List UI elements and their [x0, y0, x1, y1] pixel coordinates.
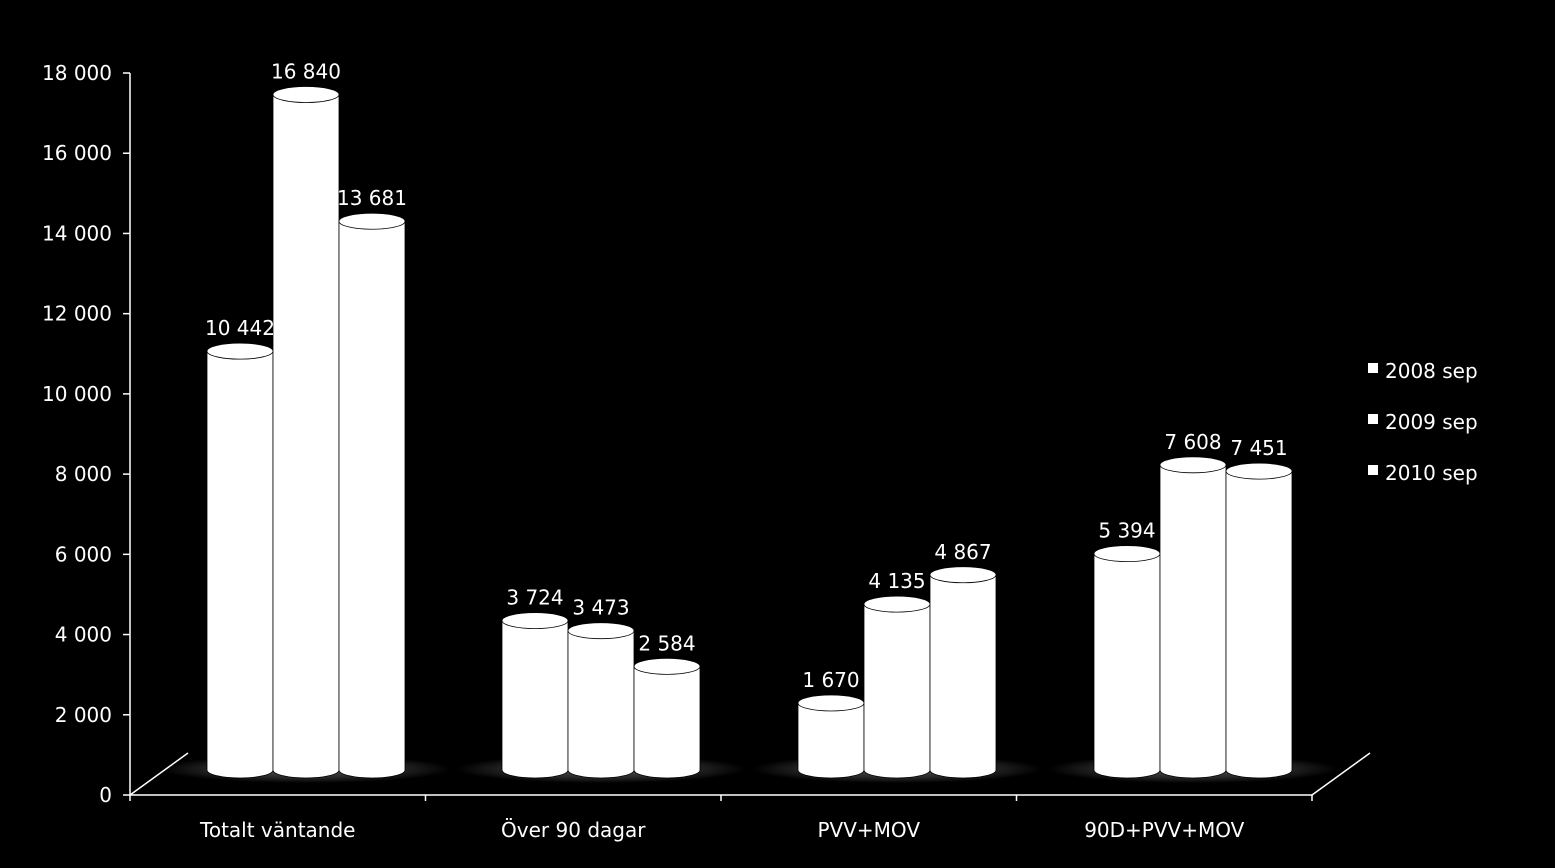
y-tick-label: 12 000 — [42, 302, 112, 326]
x-tick-label: 90D+PVV+MOV — [1084, 818, 1244, 842]
data-label: 10 442 — [205, 316, 275, 340]
bar-top — [501, 612, 569, 630]
bar-top — [206, 342, 274, 360]
data-label: 4 867 — [934, 540, 991, 564]
bar — [501, 612, 569, 779]
bar — [929, 566, 997, 779]
chart-bars — [206, 86, 1293, 779]
bar — [338, 212, 406, 779]
bar-top — [929, 566, 997, 584]
y-tick-label: 6 000 — [55, 542, 112, 566]
data-label: 3 724 — [506, 586, 563, 610]
legend-swatch — [1368, 465, 1378, 475]
bar — [272, 86, 340, 779]
chart-legend: 2008 sep 2009 sep 2010 sep — [1368, 359, 1478, 485]
y-tick-label: 18 000 — [42, 61, 112, 85]
y-tick-label: 0 — [99, 783, 112, 807]
bar-top — [1159, 456, 1227, 474]
bar-top — [567, 622, 635, 640]
bar — [1159, 456, 1227, 779]
bar-top — [633, 657, 701, 675]
bar-top — [797, 694, 865, 712]
y-tick-label: 10 000 — [42, 382, 112, 406]
legend-swatch — [1368, 363, 1378, 373]
legend-label: 2008 sep — [1385, 359, 1478, 383]
y-tick-label: 8 000 — [55, 462, 112, 486]
bar — [863, 595, 931, 779]
data-label: 7 608 — [1164, 430, 1221, 454]
y-tick-label: 16 000 — [42, 141, 112, 165]
floor-left-edge — [129, 752, 189, 796]
data-label: 7 451 — [1230, 436, 1287, 460]
data-label: 5 394 — [1098, 519, 1155, 543]
bar-top — [1225, 462, 1293, 480]
legend-label: 2009 sep — [1385, 410, 1478, 434]
bar — [567, 622, 635, 779]
legend-label: 2010 sep — [1385, 461, 1478, 485]
bar — [206, 342, 274, 779]
y-tick-label: 2 000 — [55, 703, 112, 727]
bar — [1225, 462, 1293, 779]
y-tick-label: 4 000 — [55, 623, 112, 647]
bar — [633, 657, 701, 779]
bar-top — [1093, 545, 1161, 563]
data-label: 3 473 — [572, 596, 629, 620]
floor-right-edge — [1311, 752, 1371, 796]
data-label: 1 670 — [802, 668, 859, 692]
y-tick-label: 14 000 — [42, 221, 112, 245]
data-label: 16 840 — [271, 60, 341, 84]
chart-axes: 0 2 000 4 000 6 000 8 000 10 000 12 000 14 000 1… — [42, 61, 1371, 842]
x-tick-label: PVV+MOV — [817, 818, 920, 842]
bar-top — [863, 595, 931, 613]
legend-swatch — [1368, 414, 1378, 424]
data-label: 4 135 — [868, 569, 925, 593]
x-tick-label: Totalt väntande — [199, 818, 355, 842]
data-label: 13 681 — [337, 186, 407, 210]
x-tick-label: Över 90 dagar — [501, 818, 646, 842]
bar-top — [272, 86, 340, 103]
bar — [1093, 545, 1161, 779]
data-label: 2 584 — [638, 631, 695, 655]
bar-top — [338, 212, 406, 230]
chart-data-labels: 10 442 16 840 13 681 3 724 3 473 2 584 1 670 4 … — [205, 60, 1288, 692]
